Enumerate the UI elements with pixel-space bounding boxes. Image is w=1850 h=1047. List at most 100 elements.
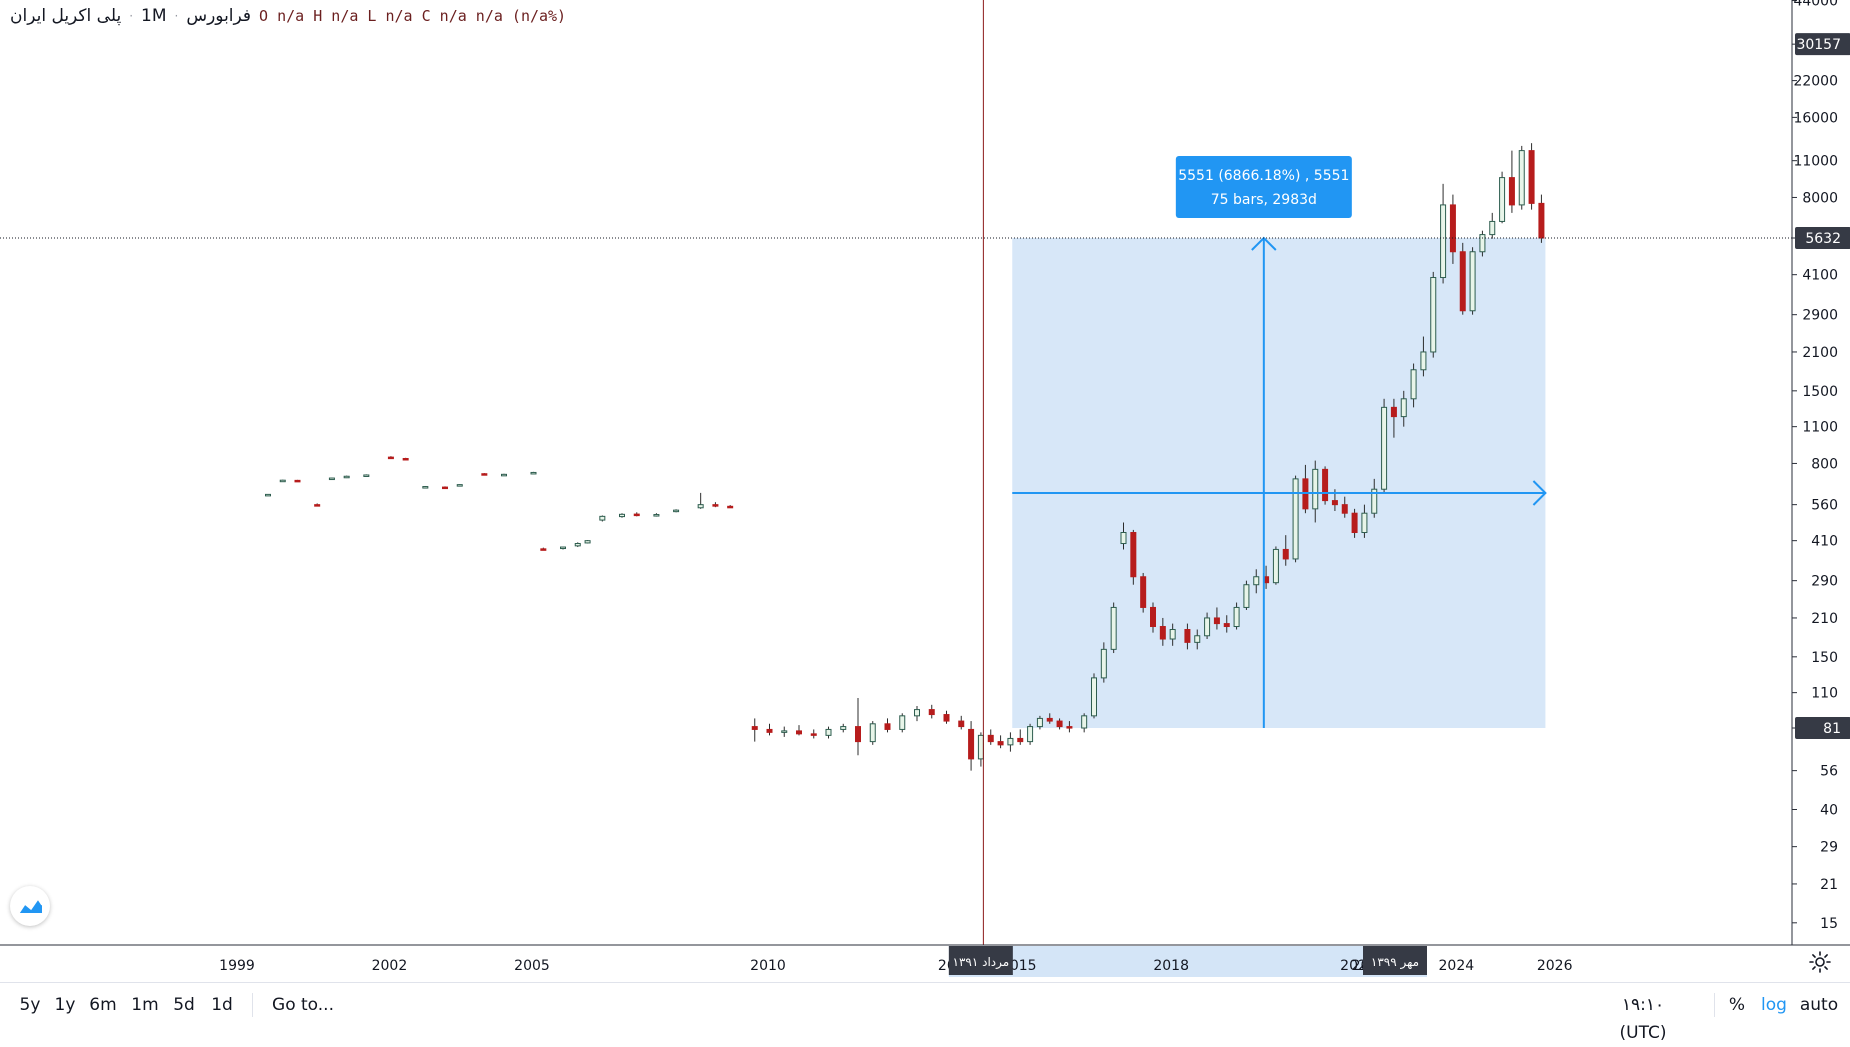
candle-body[interactable] [1272, 548, 1279, 584]
candle-body[interactable] [1499, 177, 1506, 222]
candle-body[interactable] [977, 734, 984, 760]
candle-body[interactable] [1081, 715, 1088, 729]
candle-body[interactable] [796, 730, 802, 735]
range-5y-button[interactable]: 5y [19, 995, 41, 1015]
candle-body[interactable] [1459, 251, 1466, 312]
candle-body[interactable] [1508, 177, 1515, 206]
candle-body[interactable] [1390, 406, 1397, 418]
candle-body[interactable] [1479, 234, 1486, 253]
candle-body[interactable] [884, 723, 891, 730]
candle-body[interactable] [1204, 617, 1211, 637]
range-5d-button[interactable]: 5d [173, 995, 195, 1015]
candle-body[interactable] [855, 726, 861, 743]
candle-body[interactable] [1091, 677, 1097, 717]
candle-body[interactable] [1100, 648, 1107, 679]
candle-body[interactable] [1440, 204, 1447, 279]
candle-body[interactable] [1184, 629, 1191, 643]
candle-body[interactable] [633, 513, 640, 517]
candle-body[interactable] [1449, 204, 1456, 253]
candle-body[interactable] [422, 486, 429, 489]
candle-body[interactable] [1223, 623, 1230, 628]
candle-body[interactable] [781, 730, 788, 733]
candle-body[interactable] [1331, 500, 1338, 506]
price-chart[interactable]: 5551 (6866.18%) , 5551 75 bars, 2983d 15 21… [0, 0, 1850, 982]
candle-body[interactable] [943, 714, 950, 722]
candle-body[interactable] [810, 733, 817, 736]
candle-body[interactable] [1410, 369, 1417, 400]
candle-body[interactable] [481, 473, 488, 476]
candle-body[interactable] [1233, 606, 1240, 628]
candle-body[interactable] [328, 477, 335, 481]
candle-body[interactable] [1361, 512, 1368, 534]
candle-body[interactable] [1169, 629, 1176, 640]
range-1d-button[interactable]: 1d [211, 995, 233, 1015]
candle-body[interactable] [1027, 726, 1034, 743]
candle-body[interactable] [279, 479, 286, 483]
candle-body[interactable] [1518, 150, 1525, 206]
candle-body[interactable] [1056, 720, 1063, 728]
candle-body[interactable] [584, 540, 591, 544]
timezone-clock[interactable]: ۱۹:۱۰ (UTC) [1619, 995, 1667, 1043]
candle-body[interactable] [840, 726, 847, 730]
candle-body[interactable] [653, 514, 660, 517]
candle-body[interactable] [1469, 251, 1476, 312]
candle-body[interactable] [1430, 277, 1437, 353]
range-measure-area[interactable] [1012, 238, 1546, 728]
candle-body[interactable] [869, 723, 876, 743]
candle-body[interactable] [1528, 150, 1535, 204]
candle-body[interactable] [1194, 635, 1201, 643]
candle-body[interactable] [1007, 737, 1014, 746]
candle-body[interactable] [914, 709, 920, 717]
auto-scale-button[interactable]: auto [1799, 995, 1839, 1015]
candle-body[interactable] [1017, 737, 1024, 743]
candle-body[interactable] [1243, 584, 1250, 608]
candle-body[interactable] [751, 726, 758, 730]
log-scale-button[interactable]: log [1761, 995, 1787, 1015]
candle-body[interactable] [997, 741, 1004, 746]
candle-body[interactable] [958, 720, 965, 728]
candle-body[interactable] [599, 515, 606, 521]
percent-scale-button[interactable]: % [1728, 995, 1746, 1015]
candle-body[interactable] [1130, 532, 1137, 578]
candle-body[interactable] [899, 715, 906, 730]
candle-body[interactable] [560, 546, 566, 550]
candle-body[interactable] [712, 504, 719, 507]
candle-body[interactable] [387, 456, 394, 460]
symbol-legend[interactable]: پلی اکریل ایران · 1M · فرابورس O n/a H n… [10, 4, 566, 28]
candle-body[interactable] [1322, 468, 1329, 502]
candle-body[interactable] [1213, 617, 1220, 625]
candle-body[interactable] [343, 475, 350, 479]
candle-body[interactable] [402, 457, 409, 461]
candle-body[interactable] [928, 709, 935, 716]
candle-body[interactable] [1292, 478, 1299, 560]
candle-body[interactable] [1150, 606, 1156, 628]
candle-body[interactable] [766, 728, 773, 733]
candle-body[interactable] [619, 513, 625, 518]
candle-body[interactable] [1036, 717, 1043, 728]
gear-icon[interactable] [1808, 950, 1832, 974]
candle-body[interactable] [727, 505, 734, 509]
candle-body[interactable] [697, 504, 704, 509]
candle-body[interactable] [1140, 576, 1147, 608]
candle-body[interactable] [987, 734, 994, 743]
goto-button[interactable]: Go to... [272, 995, 334, 1015]
candle-body[interactable] [314, 504, 321, 507]
candle-body[interactable] [673, 509, 680, 513]
candle-body[interactable] [1381, 406, 1388, 490]
candle-body[interactable] [968, 728, 975, 760]
candle-body[interactable] [1538, 202, 1545, 239]
candle-body[interactable] [501, 473, 507, 477]
candle-body[interactable] [456, 484, 463, 487]
candle-body[interactable] [294, 479, 301, 483]
range-1y-button[interactable]: 1y [54, 995, 76, 1015]
candle-body[interactable] [1066, 726, 1073, 729]
candle-body[interactable] [1282, 548, 1289, 560]
tradingview-logo-icon[interactable] [10, 886, 50, 926]
candle-body[interactable] [540, 548, 547, 551]
candle-body[interactable] [1120, 532, 1127, 545]
candle-body[interactable] [1371, 488, 1378, 514]
candle-body[interactable] [530, 471, 537, 475]
candle-body[interactable] [1400, 398, 1407, 418]
candle-body[interactable] [442, 486, 448, 490]
range-6m-button[interactable]: 6m [89, 995, 117, 1015]
